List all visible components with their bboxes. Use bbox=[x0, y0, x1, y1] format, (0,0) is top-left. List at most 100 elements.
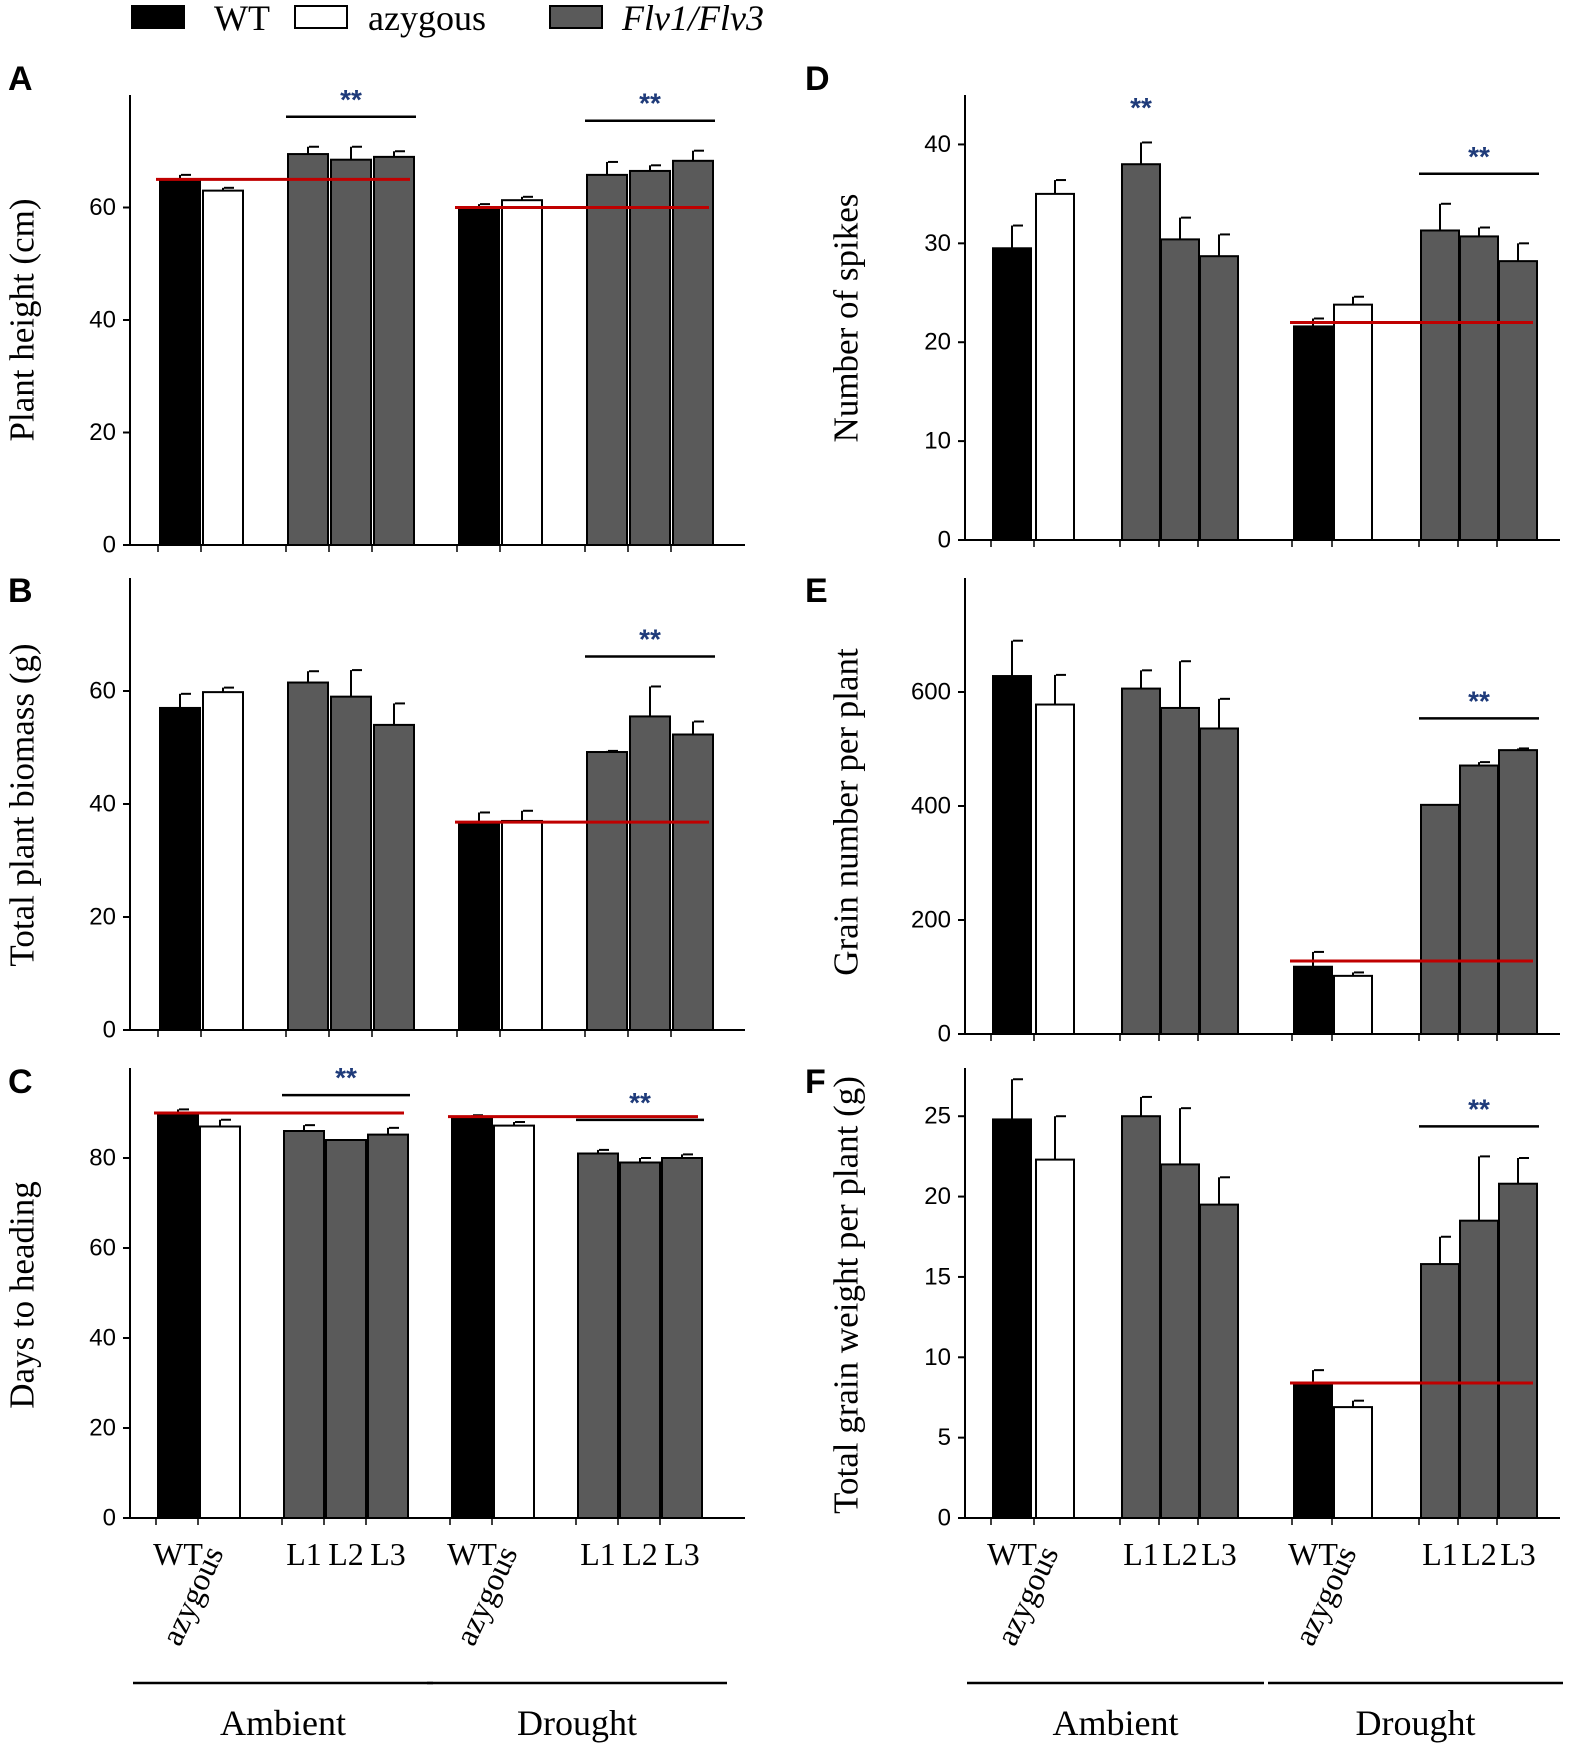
bar-drought-l2 bbox=[619, 1161, 661, 1519]
bar-ambient-wt bbox=[992, 247, 1032, 541]
category-label-wt: WT bbox=[153, 1536, 203, 1572]
y-tick-label: 10 bbox=[924, 1344, 951, 1371]
y-tick-label: 0 bbox=[103, 532, 116, 559]
bar-drought-l2 bbox=[1459, 764, 1499, 1036]
bar-drought-l3 bbox=[672, 733, 714, 1031]
y-tick-label: 40 bbox=[89, 791, 116, 818]
y-tick-label: 200 bbox=[911, 907, 951, 934]
bar-ambient-l3 bbox=[1199, 1203, 1239, 1520]
category-label-l3: L3 bbox=[664, 1536, 700, 1572]
bar-drought-azygous bbox=[501, 199, 543, 546]
bar-drought-l3 bbox=[661, 1157, 703, 1519]
bar-ambient-l1 bbox=[1121, 1115, 1161, 1519]
panel-label-c: C bbox=[8, 1063, 33, 1101]
bar-ambient-wt bbox=[992, 1118, 1032, 1520]
chart-panels: A Plant height (cm) 0 20 40 60 ** ** B Total plan… bbox=[3, 60, 1560, 1532]
group-label-drought: Drought bbox=[517, 1703, 637, 1743]
y-axis-title: Plant height (cm) bbox=[3, 198, 42, 441]
bar-drought-l1 bbox=[586, 751, 628, 1032]
bar-drought-azygous bbox=[1333, 974, 1373, 1035]
bar-drought-wt bbox=[1293, 325, 1333, 541]
bar-drought-l2 bbox=[1459, 235, 1499, 542]
bar-drought-wt bbox=[458, 822, 500, 1032]
bar-ambient-l3 bbox=[367, 1133, 409, 1519]
bar-drought-l2 bbox=[629, 715, 671, 1031]
bar-ambient-l3 bbox=[1199, 727, 1239, 1035]
legend-label-flv1-flv3: Flv1/Flv3 bbox=[621, 0, 764, 38]
y-tick-label: 25 bbox=[924, 1103, 951, 1130]
y-tick-label: 20 bbox=[924, 329, 951, 356]
bar-ambient-l1 bbox=[287, 153, 329, 546]
significance-stars-ambient: ** bbox=[1130, 92, 1152, 123]
y-tick-label: 30 bbox=[924, 230, 951, 257]
bar-drought-l3 bbox=[1498, 749, 1538, 1035]
bar-ambient-l1 bbox=[283, 1130, 325, 1519]
y-tick-label: 0 bbox=[938, 1505, 951, 1532]
bar-ambient-azygous bbox=[1035, 192, 1075, 541]
legend-swatch-wt bbox=[131, 5, 185, 29]
bar-drought-wt bbox=[458, 206, 500, 546]
panel-b: B Total plant biomass (g) 0 20 40 60 ** bbox=[3, 572, 745, 1044]
y-tick-label: 10 bbox=[924, 428, 951, 455]
bar-ambient-wt bbox=[159, 178, 201, 546]
panel-label-a: A bbox=[8, 60, 33, 98]
bar-ambient-l2 bbox=[1160, 1163, 1200, 1520]
bar-ambient-l2 bbox=[330, 158, 372, 546]
legend-label-azygous: azygous bbox=[368, 0, 486, 38]
y-tick-label: 40 bbox=[89, 1325, 116, 1352]
y-tick-label: 40 bbox=[89, 307, 116, 334]
y-tick-label: 20 bbox=[89, 1415, 116, 1442]
y-axis-title: Number of spikes bbox=[827, 194, 866, 443]
y-tick-label: 40 bbox=[924, 131, 951, 158]
y-axis-title: Total grain weight per plant (g) bbox=[827, 1076, 866, 1514]
group-label-drought: Drought bbox=[1356, 1703, 1476, 1743]
bar-ambient-l1 bbox=[1121, 687, 1161, 1036]
y-tick-label: 60 bbox=[89, 194, 116, 221]
bar-ambient-azygous bbox=[202, 691, 244, 1031]
y-tick-label: 400 bbox=[911, 793, 951, 820]
y-tick-label: 5 bbox=[938, 1424, 951, 1451]
bar-ambient-wt bbox=[992, 675, 1032, 1035]
category-label-l1: L1 bbox=[1422, 1536, 1458, 1572]
bar-ambient-l2 bbox=[330, 695, 372, 1032]
y-axis-title: Days to heading bbox=[3, 1181, 42, 1408]
bar-drought-l1 bbox=[1420, 229, 1460, 541]
significance-stars-drought: ** bbox=[639, 88, 661, 119]
bar-ambient-azygous bbox=[1035, 703, 1075, 1035]
panel-label-f: F bbox=[805, 1063, 826, 1101]
significance-stars-drought: ** bbox=[639, 623, 661, 654]
bar-drought-l2 bbox=[629, 169, 671, 546]
bar-ambient-l3 bbox=[1199, 255, 1239, 541]
significance-stars-drought: ** bbox=[1468, 141, 1490, 172]
group-label-ambient: Ambient bbox=[220, 1703, 346, 1743]
panel-a: A Plant height (cm) 0 20 40 60 ** ** bbox=[3, 60, 745, 559]
y-tick-label: 0 bbox=[103, 1017, 116, 1044]
y-axis-title: Grain number per plant bbox=[827, 648, 866, 976]
category-label-l2: L2 bbox=[328, 1536, 364, 1572]
category-label-l2: L2 bbox=[1461, 1536, 1497, 1572]
y-tick-label: 15 bbox=[924, 1263, 951, 1290]
bar-drought-l3 bbox=[1498, 260, 1538, 541]
y-tick-label: 0 bbox=[938, 527, 951, 554]
bar-ambient-azygous bbox=[1035, 1158, 1075, 1520]
bar-ambient-l2 bbox=[1160, 706, 1200, 1036]
bar-ambient-azygous bbox=[202, 189, 244, 546]
bar-drought-l1 bbox=[1420, 803, 1460, 1035]
significance-stars-drought: ** bbox=[629, 1087, 651, 1118]
category-label-wt: WT bbox=[987, 1536, 1037, 1572]
bar-drought-wt bbox=[451, 1116, 493, 1519]
legend-swatch-azygous bbox=[294, 5, 348, 29]
bar-ambient-l1 bbox=[1121, 163, 1161, 541]
bar-drought-wt bbox=[1293, 965, 1333, 1035]
legend-label-wt: WT bbox=[214, 0, 270, 38]
y-tick-label: 60 bbox=[89, 1235, 116, 1262]
y-tick-label: 600 bbox=[911, 679, 951, 706]
category-label-l2: L2 bbox=[622, 1536, 658, 1572]
legend: WT azygous Flv1/Flv3 bbox=[131, 0, 764, 38]
panel-label-d: D bbox=[805, 60, 830, 98]
category-label-l3: L3 bbox=[1201, 1536, 1237, 1572]
bar-drought-l3 bbox=[1498, 1182, 1538, 1519]
